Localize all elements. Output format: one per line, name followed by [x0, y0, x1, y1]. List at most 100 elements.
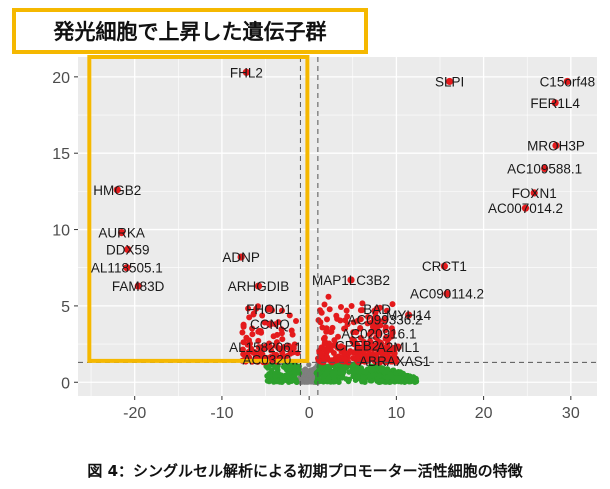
data-point [273, 339, 280, 346]
data-point [389, 301, 396, 308]
data-point [250, 311, 257, 318]
data-point [240, 321, 247, 328]
data-point [275, 344, 282, 351]
data-point [330, 350, 337, 356]
data-point [279, 336, 286, 343]
labeled-point [563, 77, 571, 86]
data-point [288, 362, 294, 368]
data-point [324, 354, 331, 361]
data-point [313, 379, 320, 385]
data-point [321, 340, 328, 347]
data-point [256, 350, 263, 356]
data-point [342, 356, 348, 363]
data-point [387, 379, 394, 385]
data-point [350, 370, 357, 376]
data-point [288, 327, 295, 334]
data-point [357, 325, 364, 331]
x-axis-tick-labels: -20 -10 0 10 20 30 [123, 405, 580, 422]
data-point [383, 348, 390, 355]
data-point [306, 379, 313, 385]
data-point [279, 345, 286, 352]
point-label: AC099336.2 [348, 313, 423, 328]
data-point [317, 307, 323, 314]
labeled-point [381, 316, 389, 324]
labeled-point [237, 253, 245, 261]
data-point [255, 337, 262, 344]
data-point [370, 318, 377, 325]
data-point [239, 329, 246, 336]
y-axis-tick-labels: 0 5 10 15 20 [52, 70, 70, 392]
point-label: A2ML1 [377, 340, 420, 355]
labeled-point [375, 329, 383, 337]
point-label: C15orf48 [540, 74, 596, 89]
x-tick-label: 10 [387, 405, 405, 422]
data-point [340, 367, 347, 373]
x-tick-label: -10 [210, 405, 233, 422]
data-point [306, 362, 312, 368]
highlight-banner: 発光細胞で上昇した遺伝子群 [12, 8, 368, 54]
data-point [303, 367, 309, 373]
data-point [278, 330, 285, 337]
labeled-point [123, 264, 131, 272]
data-point [274, 331, 281, 338]
labeled-point [521, 204, 530, 212]
data-point [264, 378, 271, 384]
data-point [370, 356, 377, 363]
data-point [327, 378, 333, 385]
point-label: CRCT1 [422, 259, 467, 274]
labeled-point [113, 186, 121, 194]
data-point [364, 356, 371, 363]
data-point [332, 355, 339, 362]
point-label: AC0320... [242, 352, 302, 367]
highlight-region [87, 55, 310, 363]
data-point [378, 378, 385, 384]
data-point [267, 372, 274, 379]
data-point [294, 350, 301, 357]
banner-frame [12, 8, 368, 54]
data-point [323, 325, 330, 332]
data-point [320, 335, 327, 342]
labeled-point [265, 305, 273, 313]
figure-caption: 図 4：シングルセル解析による初期プロモーター活性細胞の特徴 [87, 462, 523, 480]
data-point [340, 344, 347, 351]
point-label: AC090114.2 [410, 287, 484, 302]
data-point [243, 334, 250, 341]
data-point [389, 374, 396, 381]
threshold-lines [78, 57, 597, 396]
data-point [403, 377, 410, 384]
labeled-point [391, 357, 399, 365]
banner-title: 発光細胞で上昇した遺伝子群 [53, 20, 327, 44]
data-point [384, 340, 391, 347]
labeled-point [266, 320, 274, 328]
y-tick-label: 10 [52, 223, 70, 240]
data-point [279, 307, 285, 314]
x-tick-label: -20 [123, 405, 146, 422]
labeled-point [124, 245, 132, 254]
data-point [348, 303, 355, 309]
data-point [346, 376, 353, 383]
data-point [377, 356, 384, 363]
data-point [246, 314, 253, 321]
point-label: SLPI [435, 74, 464, 89]
data-point [376, 346, 383, 353]
data-point [285, 344, 292, 351]
data-point [292, 372, 298, 378]
point-label: FER1L4 [530, 96, 580, 111]
data-point [367, 363, 374, 370]
volcano-plot: FHL2 SLPI C15orf48 FER1L4 MROH3P AC109588.1 FO… [12, 8, 597, 422]
y-tick-label: 0 [61, 375, 70, 392]
point-label: BAD [363, 302, 391, 317]
point-label: AURKA [98, 226, 145, 241]
point-label: ARHGDIB [228, 279, 290, 294]
data-point [382, 324, 389, 331]
data-point [256, 327, 263, 334]
data-point [249, 325, 256, 332]
labeled-point [440, 262, 448, 270]
labeled-point [254, 282, 263, 290]
labeled-point [353, 342, 361, 350]
data-point [293, 318, 299, 324]
data-point [326, 306, 333, 313]
data-point [291, 341, 298, 348]
point-label: ADNP [222, 250, 260, 265]
labeled-point [242, 68, 250, 76]
